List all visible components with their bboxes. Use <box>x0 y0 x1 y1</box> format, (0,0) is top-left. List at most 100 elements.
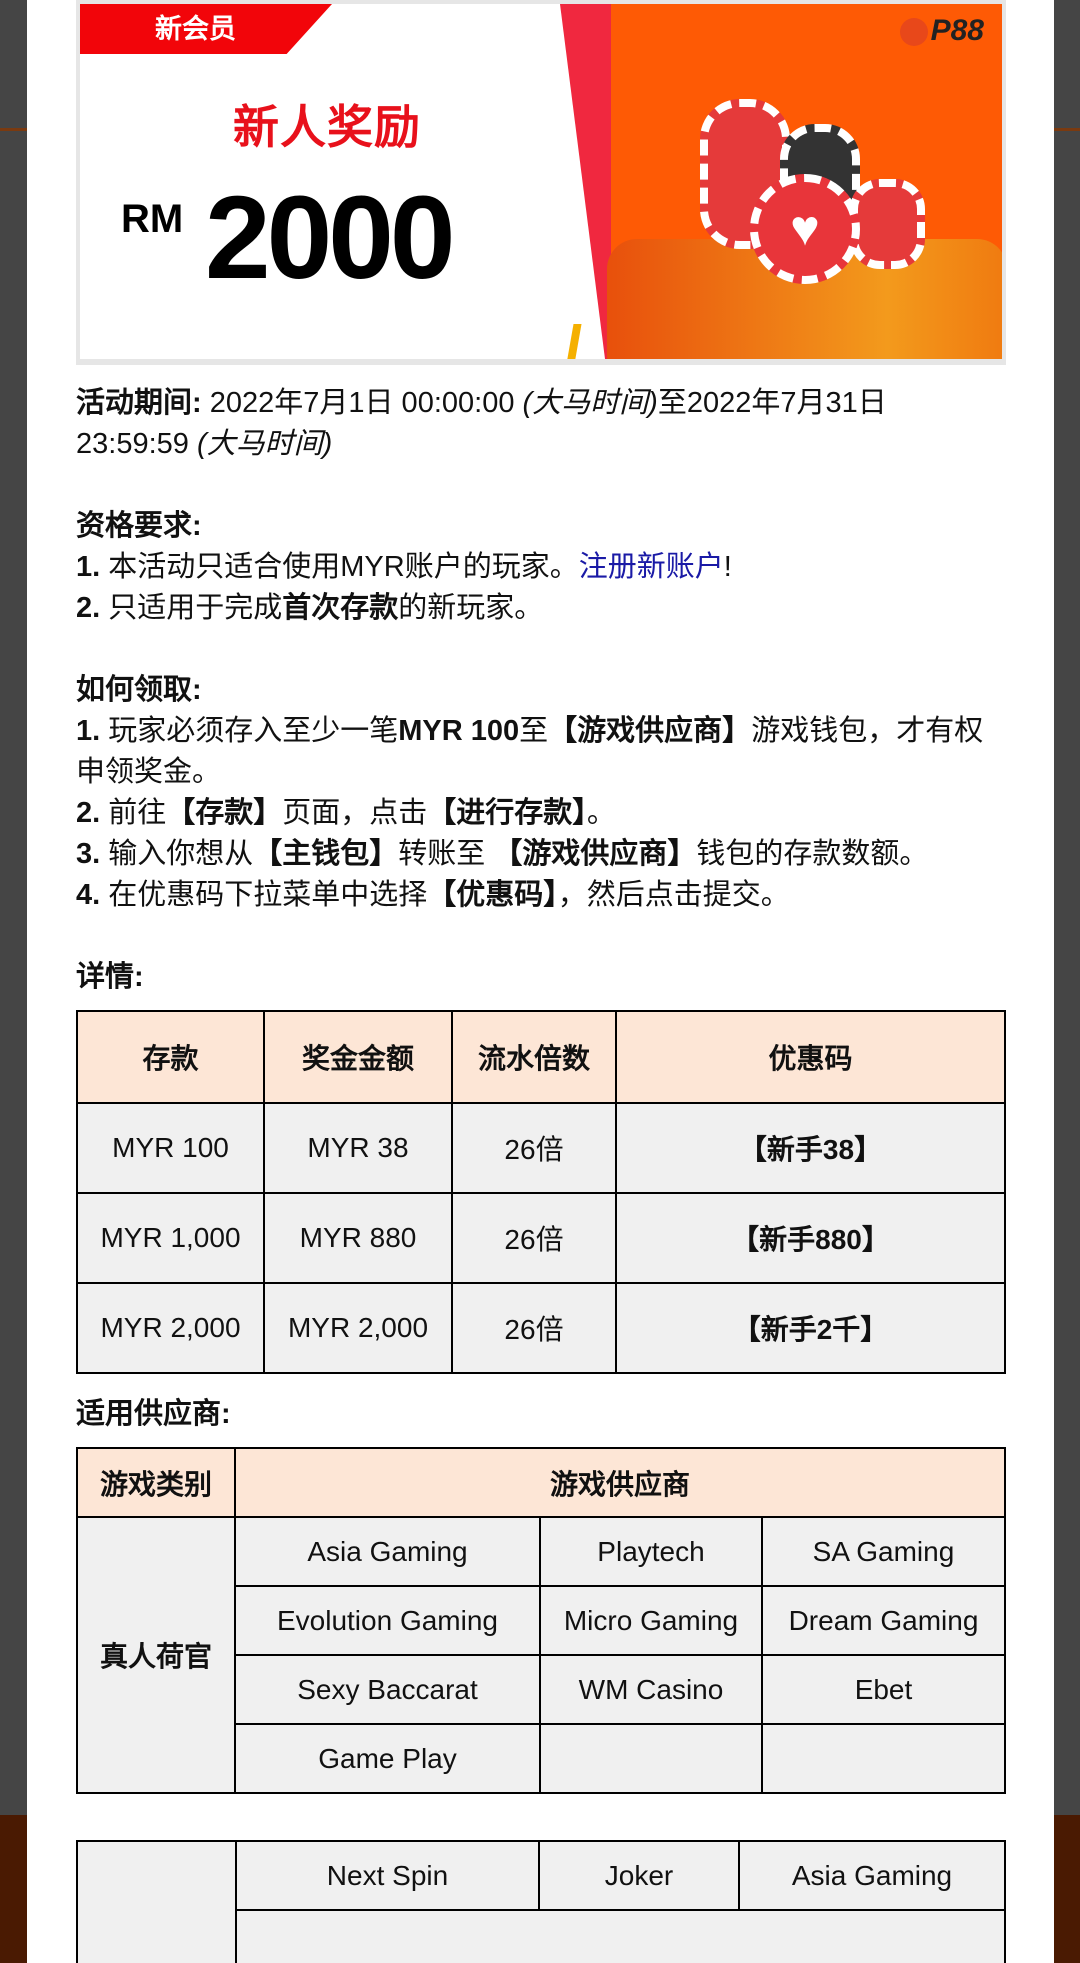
providers-heading: 适用供应商: <box>76 1398 231 1430</box>
cell-provider: Sexy Baccarat <box>234 1654 541 1725</box>
header-promo-code: 优惠码 <box>615 1010 1006 1104</box>
cell-provider: Evolution Gaming <box>234 1585 541 1656</box>
step-text: 【游戏供应商】 <box>493 838 697 870</box>
step-number: 4. <box>76 879 101 911</box>
providers-table-2: Next Spin Joker Asia Gaming <box>76 1840 1006 1963</box>
item-text: 只适用于完成 <box>108 592 283 624</box>
header-deposit: 存款 <box>76 1010 265 1104</box>
cell-provider: Playtech <box>539 1516 763 1587</box>
table-row: Evolution Gaming Micro Gaming Dream Gami… <box>77 1585 1006 1656</box>
cell-turnover: 26倍 <box>451 1282 617 1374</box>
cell-bonus: MYR 880 <box>263 1192 453 1284</box>
step-text: 【进行存款】 <box>427 797 587 829</box>
brand-logo: P88 <box>899 14 984 48</box>
step-text: MYR 100 <box>398 715 520 747</box>
item-number: 1. <box>76 551 101 583</box>
period-label: 活动期间: <box>76 387 202 419</box>
howto-step: 4. 在优惠码下拉菜单中选择【优惠码】，然后点击提交。 <box>76 875 1006 916</box>
item-text: ! <box>723 551 732 583</box>
eligibility-heading: 资格要求: <box>76 510 202 542</box>
promotion-content: ♥ 新会员 新人奖励 RM 2000 P88 活动期间: 2022年7月1日 0… <box>76 0 1006 1963</box>
step-text: 页面，点击 <box>282 797 428 829</box>
step-text: 钱包的存款数额。 <box>696 838 929 870</box>
period-start: 2022年7月1日 00:00:00 <box>209 387 515 419</box>
cell-promo-code: 【新手880】 <box>615 1192 1006 1284</box>
new-member-tag: 新会员 <box>80 4 332 54</box>
cell-turnover: 26倍 <box>451 1192 617 1284</box>
header-bonus: 奖金金额 <box>263 1010 453 1104</box>
banner-currency: RM <box>121 197 184 241</box>
step-text: 至 <box>519 715 549 747</box>
table-row: MYR 100 MYR 38 26倍 【新手38】 <box>76 1102 1006 1194</box>
banner-accent <box>566 324 582 359</box>
step-text: 转账至 <box>398 838 494 870</box>
providers-table: 游戏类别 游戏供应商 真人荷官 Asia Gaming Playtech SA … <box>76 1447 1006 1794</box>
cell-provider: WM Casino <box>539 1654 763 1725</box>
table-row: 真人荷官 Asia Gaming Playtech SA Gaming <box>76 1516 1006 1794</box>
bonus-details-table: 存款 奖金金额 流水倍数 优惠码 MYR 100 MYR 38 26倍 【新手3… <box>76 1010 1006 1374</box>
step-text: 输入你想从 <box>108 838 254 870</box>
step-text: 【主钱包】 <box>253 838 399 870</box>
cell-provider: Ebet <box>761 1654 1006 1725</box>
header-turnover: 流水倍数 <box>451 1010 617 1104</box>
chip-stack-icon <box>850 179 925 269</box>
period-line: 活动期间: 2022年7月1日 00:00:00 (大马时间)至2022年7月3… <box>76 383 1006 465</box>
table-row: Next Spin Joker Asia Gaming <box>76 1840 1006 1963</box>
cell-provider: Next Spin <box>235 1840 540 1911</box>
step-text: 前往 <box>108 797 167 829</box>
header-category: 游戏类别 <box>76 1447 236 1518</box>
item-number: 2. <box>76 592 101 624</box>
heart-chip-icon: ♥ <box>750 174 860 284</box>
chip-stack-icon <box>700 99 790 249</box>
period-end: 至2022年7月31日 23:59:59 <box>76 387 887 460</box>
step-text: 【游戏供应商】 <box>548 715 752 747</box>
timezone: (大马时间) <box>196 428 333 460</box>
register-link[interactable]: 注册新账户 <box>578 551 724 583</box>
cell-provider: SA Gaming <box>761 1516 1006 1587</box>
cell-promo-code: 【新手38】 <box>615 1102 1006 1194</box>
item-text: 的新玩家。 <box>398 592 544 624</box>
eligibility-item: 1. 本活动只适合使用MYR账户的玩家。注册新账户! <box>76 547 1006 588</box>
step-text: 游戏钱包，才有权申领奖金。 <box>76 715 984 788</box>
logo-icon <box>899 18 928 47</box>
howto-step: 1. 玩家必须存入至少一笔MYR 100至【游戏供应商】游戏钱包，才有权申领奖金… <box>76 711 1006 793</box>
promo-text: 活动期间: 2022年7月1日 00:00:00 (大马时间)至2022年7月3… <box>76 383 1006 998</box>
promotion-modal: ♥ 新会员 新人奖励 RM 2000 P88 活动期间: 2022年7月1日 0… <box>27 0 1054 1963</box>
cell-provider <box>761 1723 1006 1794</box>
timezone: (大马时间) <box>522 387 658 419</box>
header-providers: 游戏供应商 <box>234 1447 1006 1518</box>
step-number: 3. <box>76 838 101 870</box>
step-text: 【存款】 <box>166 797 283 829</box>
table-header-row: 存款 奖金金额 流水倍数 优惠码 <box>76 1010 1006 1104</box>
item-text: 首次存款 <box>282 592 399 624</box>
step-text: 【优惠码】 <box>427 879 558 911</box>
cell-deposit: MYR 100 <box>76 1102 265 1194</box>
step-number: 1. <box>76 715 101 747</box>
cell-deposit: MYR 1,000 <box>76 1192 265 1284</box>
cell-provider: Dream Gaming <box>761 1585 1006 1656</box>
step-number: 2. <box>76 797 101 829</box>
cell-provider: Game Play <box>234 1723 541 1794</box>
step-text: 玩家必须存入至少一笔 <box>108 715 399 747</box>
logo-text: P88 <box>930 14 984 47</box>
item-text: 本活动只适合使用MYR账户的玩家。 <box>108 551 579 583</box>
details-heading: 详情: <box>76 961 144 993</box>
table-header-row: 游戏类别 游戏供应商 <box>76 1447 1006 1518</box>
cell-bonus: MYR 2,000 <box>263 1282 453 1374</box>
cell-category <box>76 1840 237 1963</box>
cell-category: 真人荷官 <box>76 1516 236 1794</box>
step-text: ，然后点击提交。 <box>557 879 790 911</box>
cell-deposit: MYR 2,000 <box>76 1282 265 1374</box>
cell-provider: Joker <box>538 1840 740 1911</box>
howto-heading: 如何领取: <box>76 674 202 706</box>
banner-amount: 2000 <box>205 172 456 304</box>
promo-banner: ♥ 新会员 新人奖励 RM 2000 P88 <box>76 0 1006 365</box>
cell-provider: Micro Gaming <box>539 1585 763 1656</box>
table-row: MYR 1,000 MYR 880 26倍 【新手880】 <box>76 1192 1006 1284</box>
table-row: Game Play <box>77 1723 1006 1794</box>
cell-provider <box>235 1909 1006 1963</box>
table-row: Sexy Baccarat WM Casino Ebet <box>77 1654 1006 1725</box>
cell-provider <box>539 1723 763 1794</box>
eligibility-item: 2. 只适用于完成首次存款的新玩家。 <box>76 588 1006 629</box>
howto-step: 3. 输入你想从【主钱包】转账至 【游戏供应商】钱包的存款数额。 <box>76 834 1006 875</box>
